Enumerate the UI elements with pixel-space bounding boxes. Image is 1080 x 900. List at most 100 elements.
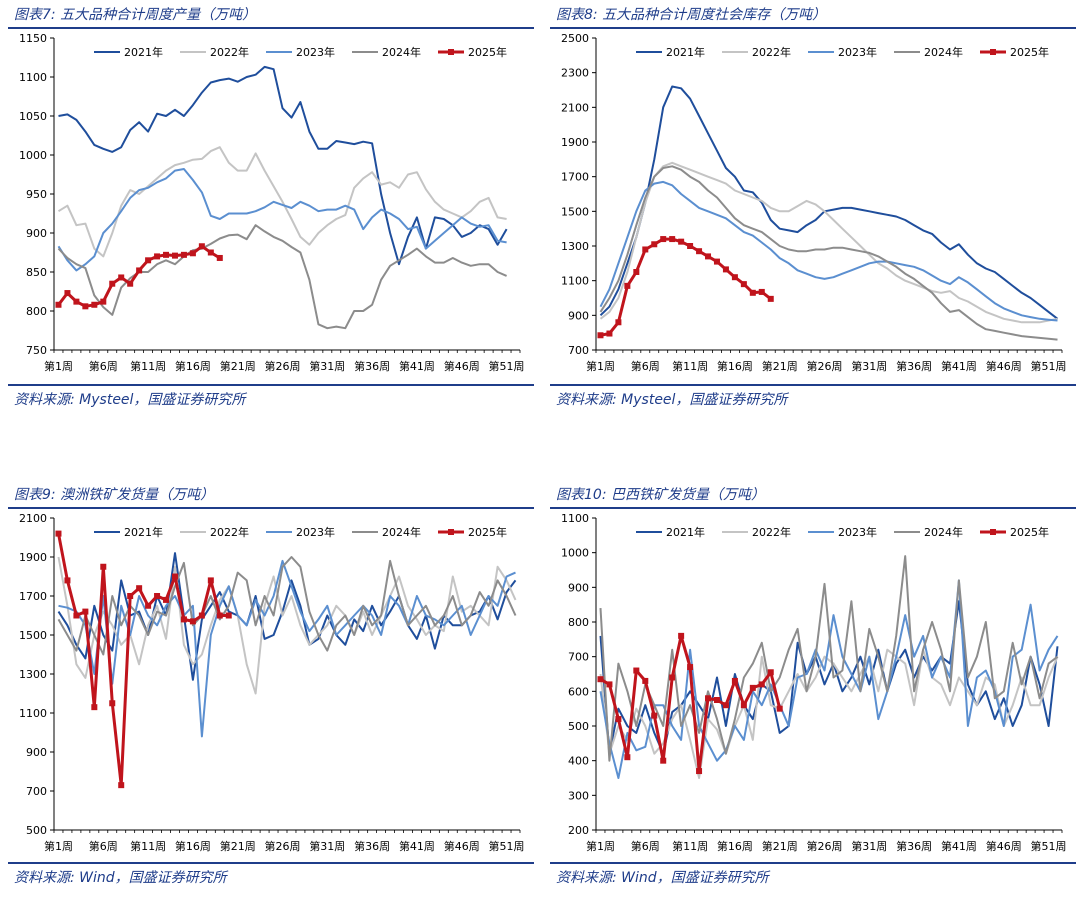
title-rule <box>8 27 534 29</box>
series-line-2024年 <box>57 556 517 656</box>
x-tick-label: 第11周 <box>672 359 708 373</box>
series-2025-point <box>73 612 80 619</box>
y-tick-label: 1700 <box>19 590 47 603</box>
series-line-2022年 <box>599 161 1058 324</box>
x-tick-label: 第11周 <box>130 359 166 373</box>
series-2025-point <box>189 250 196 257</box>
x-tick-label: 第41周 <box>399 359 435 373</box>
series-line-2021年 <box>599 85 1059 320</box>
series-2025-point <box>597 676 604 683</box>
legend-label: 2021年 <box>666 525 705 539</box>
series-2025-point <box>180 616 187 623</box>
series-line-2024年 <box>599 165 1058 341</box>
legend-label: 2021年 <box>666 45 705 59</box>
chart-panel-social-inventory: 图表8: 五大品种合计周度社会库存（万吨） 700 900 1100 1300 1500… <box>550 0 1076 420</box>
y-tick-label: 300 <box>568 789 589 802</box>
series-2025-point <box>136 585 143 592</box>
y-tick-label: 200 <box>568 824 589 837</box>
x-tick-label: 第1周 <box>44 359 73 373</box>
series-2025-point <box>207 577 214 584</box>
series-2025-point <box>91 301 98 308</box>
x-tick-label: 第46周 <box>444 359 480 373</box>
x-tick-label: 第16周 <box>717 839 753 853</box>
series-2025-point <box>64 577 71 584</box>
x-tick-label: 第31周 <box>309 359 345 373</box>
x-tick-label: 第46周 <box>986 839 1022 853</box>
series-2025-point <box>100 298 107 305</box>
series-2025-point <box>136 267 143 274</box>
y-tick-label: 750 <box>26 344 47 357</box>
series-line-2024年 <box>57 224 507 330</box>
series-2025-point <box>154 253 161 260</box>
x-tick-label: 第16周 <box>717 359 753 373</box>
y-tick-label: 1100 <box>19 707 47 720</box>
series-2025-point <box>127 280 134 287</box>
y-tick-label: 700 <box>568 651 589 664</box>
chart-title: 图表10: 巴西铁矿发货量（万吨） <box>556 487 765 503</box>
legend-label: 2024年 <box>924 45 963 59</box>
x-tick-label: 第21周 <box>762 839 798 853</box>
series-line-2023年 <box>57 168 507 272</box>
x-tick-label: 第46周 <box>986 359 1022 373</box>
x-tick-label: 第21周 <box>220 359 256 373</box>
source-rule <box>550 862 1076 864</box>
legend-marker <box>448 49 454 55</box>
series-2025-point <box>171 573 178 580</box>
source-rule <box>8 862 534 864</box>
series-2025-point <box>669 236 676 243</box>
series-2025-point <box>687 664 694 671</box>
legend-label: 2025年 <box>1010 525 1049 539</box>
series-2025-point <box>216 612 223 619</box>
series-2025-point <box>82 303 89 310</box>
y-tick-label: 800 <box>568 616 589 629</box>
x-tick-label: 第36周 <box>354 839 390 853</box>
x-tick-label: 第11周 <box>130 839 166 853</box>
series-2025-point <box>55 530 62 537</box>
series-2025-point <box>189 618 196 625</box>
series-2025-point <box>624 282 631 289</box>
legend-label: 2025年 <box>468 525 507 539</box>
series-2025-point <box>705 253 712 260</box>
series-2025-point <box>767 669 774 676</box>
series-line-2023年 <box>599 579 1059 779</box>
series-2025-point <box>109 700 116 707</box>
series-2025-point <box>180 251 187 258</box>
series-2025-point <box>91 704 98 711</box>
x-tick-label: 第6周 <box>89 839 118 853</box>
series-2025-point <box>740 702 747 709</box>
y-tick-label: 1050 <box>19 110 47 123</box>
series-2025-point <box>731 274 738 281</box>
x-tick-label: 第46周 <box>444 839 480 853</box>
y-tick-label: 1700 <box>561 171 589 184</box>
series-2025-point <box>642 246 649 253</box>
series-2025-point <box>722 266 729 273</box>
legend-label: 2021年 <box>124 525 163 539</box>
x-tick-label: 第51周 <box>1031 839 1067 853</box>
legend-label: 2023年 <box>838 525 877 539</box>
series-2025-point <box>118 274 125 281</box>
source-note: 资料来源: Mysteel，国盛证券研究所 <box>14 392 246 408</box>
line-chart: 500700900110013001500170019002100第1周 第6周第… <box>19 512 525 853</box>
series-2025-point <box>705 695 712 702</box>
legend-label: 2022年 <box>210 45 249 59</box>
series-2025-point <box>713 258 720 265</box>
source-rule <box>550 384 1076 386</box>
source-rule <box>8 384 534 386</box>
series-2025-point <box>740 281 747 288</box>
series-2025-point <box>687 243 694 249</box>
series-2025-point <box>118 782 125 789</box>
series-line-2021年 <box>599 600 1059 755</box>
line-chart: 750 800 850 900 950 1000 1050 1100 1150 第1周 第6周 第11… <box>19 32 525 373</box>
series-2025-point <box>651 241 658 248</box>
y-tick-label: 2300 <box>561 67 589 80</box>
chart-title: 图表7: 五大品种合计周度产量（万吨） <box>14 7 257 23</box>
source-note: 资料来源: Wind，国盛证券研究所 <box>556 870 769 886</box>
series-line-2023年 <box>58 559 516 738</box>
series-2025-point <box>171 252 178 259</box>
series-2025-point <box>731 677 738 684</box>
x-tick-label: 第51周 <box>489 359 525 373</box>
series-2025-point <box>776 705 783 712</box>
x-tick-label: 第26周 <box>807 359 843 373</box>
x-tick-label: 第41周 <box>941 839 977 853</box>
series-line-2025年 <box>57 533 229 787</box>
